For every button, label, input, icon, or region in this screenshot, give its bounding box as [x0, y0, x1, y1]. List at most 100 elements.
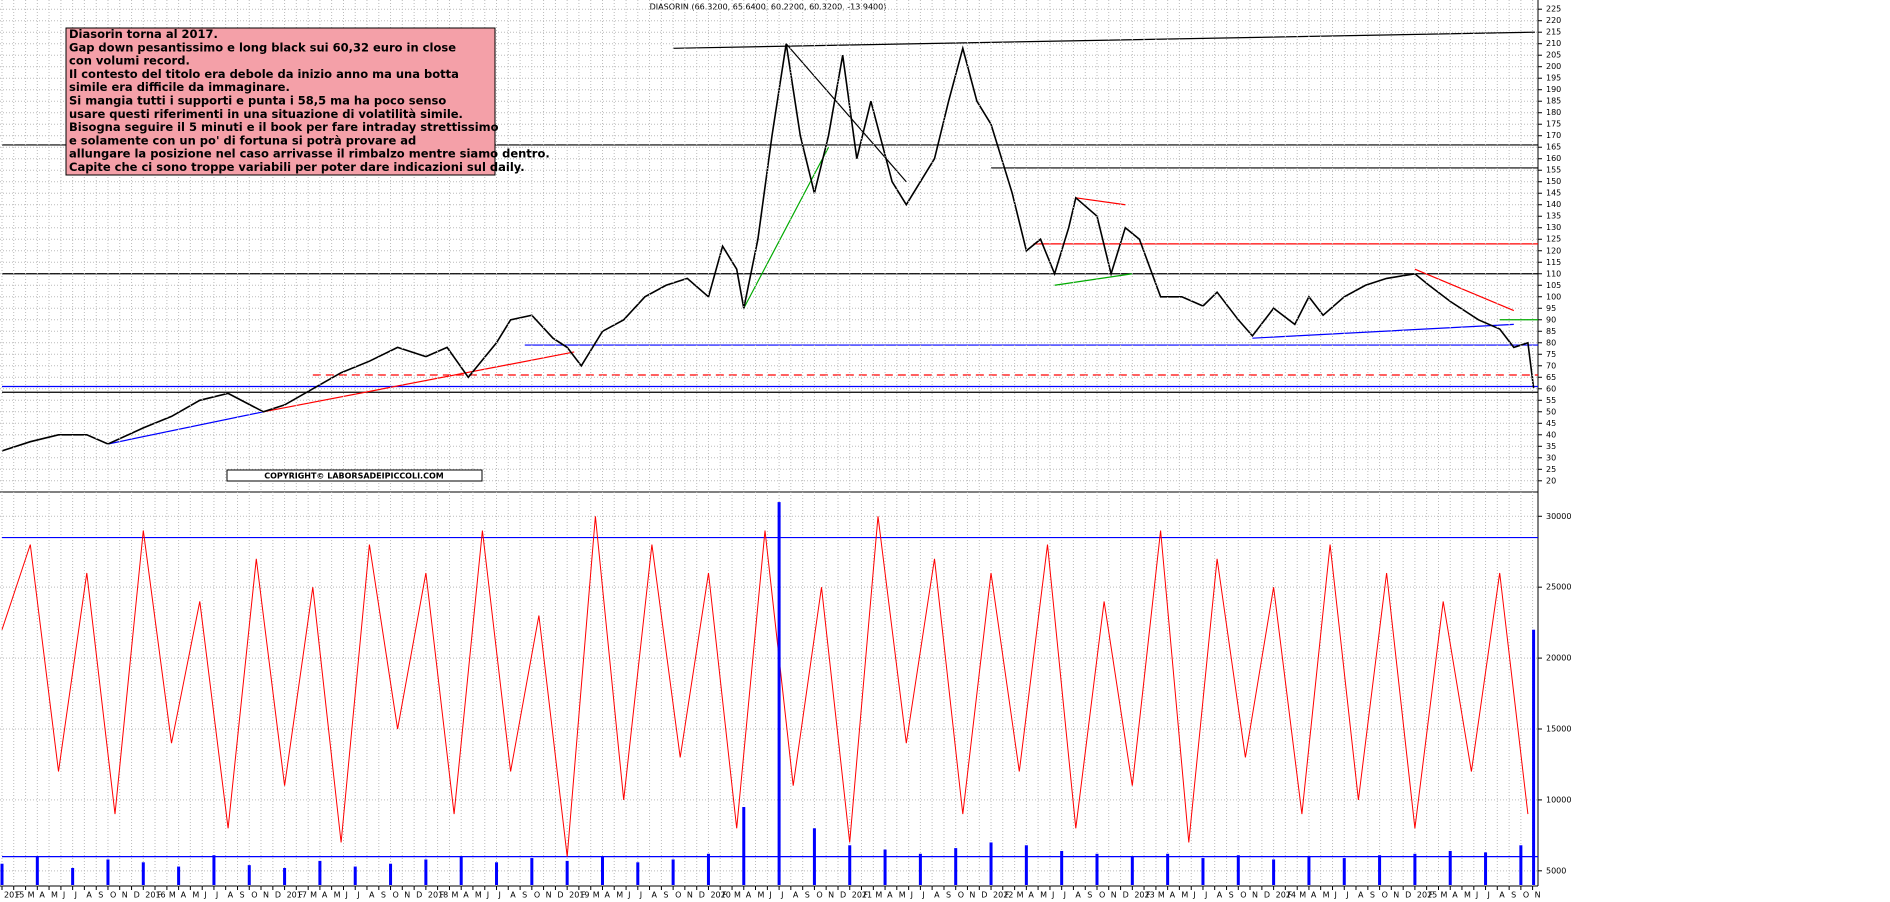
x-tick-label: A [1358, 891, 1364, 900]
annotation-line: con volumi record. [69, 54, 190, 68]
x-tick-label: S [240, 891, 245, 900]
volume-bar [742, 807, 746, 885]
annotation-line: Bisogna seguire il 5 minuti e il book pe… [69, 120, 499, 134]
x-tick-label: F [1429, 891, 1434, 900]
y-tick-label: 15000 [1546, 725, 1571, 734]
volume-bar [318, 860, 322, 885]
x-tick-label: J [203, 891, 206, 900]
x-tick-label: A [1170, 891, 1176, 900]
x-tick-label: M [475, 891, 482, 900]
y-tick-label: 30000 [1546, 512, 1571, 521]
x-tick-label: M [1323, 891, 1330, 900]
x-tick-label: J [780, 891, 783, 900]
volume-bar [918, 853, 922, 885]
x-tick-label: A [652, 891, 658, 900]
x-tick-label: 2020 [710, 891, 730, 900]
x-tick-label: F [581, 891, 586, 900]
x-tick-label: A [1452, 891, 1458, 900]
annotation-line: Gap down pesantissimo e long black sui 6… [69, 40, 456, 54]
series-line [1, 43, 1535, 452]
volume-bar [495, 862, 499, 885]
x-tick-label: D [557, 891, 563, 900]
annotation-line: Si mangia tutti i supporti e punta i 58,… [69, 94, 446, 108]
volume-bar [1272, 859, 1276, 885]
y-tick-label: 190 [1546, 85, 1561, 94]
annotation-background [65, 27, 496, 176]
x-tick-label: D [1123, 891, 1129, 900]
x-tick-label: N [263, 891, 269, 900]
x-tick-label: A [604, 891, 610, 900]
x-tick-label: M [1464, 891, 1471, 900]
x-tick-label: M [1181, 891, 1188, 900]
volume-bar [1166, 853, 1170, 885]
y-tick-label: 210 [1546, 39, 1561, 48]
trendline [673, 31, 1536, 49]
y-tick-label: 200 [1546, 62, 1561, 71]
annotation-lines: Diasorin torna al 2017.Gap down pesantis… [69, 27, 550, 174]
volume-bar [353, 866, 357, 885]
x-tick-label: 2024 [1276, 891, 1296, 900]
y-tick-label: 180 [1546, 108, 1561, 117]
annotation-line: usare questi riferimenti in una situazio… [69, 107, 463, 121]
volume-bar [1024, 845, 1028, 885]
y-tick-label: 150 [1546, 177, 1561, 186]
volume-bar [1448, 850, 1452, 885]
x-tick-label: A [793, 891, 799, 900]
y-tick-label: 85 [1546, 327, 1556, 336]
x-tick-label: A [1075, 891, 1081, 900]
x-tick-label: O [675, 891, 681, 900]
y-tick-label: 25 [1546, 465, 1556, 474]
y-tick-label: 145 [1546, 189, 1561, 198]
volume-bar [1130, 856, 1134, 885]
x-tick-label: O [393, 891, 399, 900]
y-tick-label: 170 [1546, 131, 1561, 140]
x-tick-label: F [298, 891, 303, 900]
x-tick-label: O [110, 891, 116, 900]
y-tick-label: 130 [1546, 223, 1561, 232]
x-tick-label: A [1499, 891, 1505, 900]
y-tick-label: 30 [1546, 453, 1556, 462]
x-tick-label: A [887, 891, 893, 900]
x-tick-label: M [1440, 891, 1447, 900]
x-tick-label: J [486, 891, 489, 900]
x-tick-label: A [1217, 891, 1223, 900]
trendline [263, 351, 575, 413]
x-tick-label: N [1393, 891, 1399, 900]
x-tick-label: M [899, 891, 906, 900]
x-tick-label: J [74, 891, 77, 900]
y-tick-label: 60 [1546, 384, 1556, 393]
x-tick-label: N [122, 891, 128, 900]
trendline [1075, 197, 1126, 206]
y-tick-label: 165 [1546, 143, 1561, 152]
volume-bar [1532, 629, 1536, 885]
x-tick-label: F [863, 891, 868, 900]
x-tick-label: J [910, 891, 913, 900]
y-tick-label: 10000 [1546, 795, 1571, 804]
x-tick-label: M [28, 891, 35, 900]
x-tick-label: J [1345, 891, 1348, 900]
x-tick-label: D [1264, 891, 1270, 900]
x-tick-label: S [522, 891, 527, 900]
volume-bar [283, 867, 287, 885]
y-tick-label: 115 [1546, 258, 1561, 267]
y-tick-label: 195 [1546, 74, 1561, 83]
volume-bar [1060, 850, 1064, 885]
x-tick-label: J [1334, 891, 1337, 900]
x-tick-label: O [1099, 891, 1105, 900]
x-tick-label: A [39, 891, 45, 900]
y-tick-label: 20 [1546, 476, 1556, 485]
copyright-box [226, 469, 483, 482]
y-tick-label: 175 [1546, 120, 1561, 129]
y-tick-label: 55 [1546, 396, 1556, 405]
volume-bar [812, 828, 816, 885]
x-tick-label: F [16, 891, 21, 900]
x-tick-label: M [616, 891, 623, 900]
volume-bar [954, 848, 958, 885]
x-tick-label: J [1204, 891, 1207, 900]
x-tick-label: A [181, 891, 187, 900]
x-tick-label: A [228, 891, 234, 900]
x-tick-label: M [334, 891, 341, 900]
x-tick-label: J [344, 891, 347, 900]
x-tick-label: M [734, 891, 741, 900]
